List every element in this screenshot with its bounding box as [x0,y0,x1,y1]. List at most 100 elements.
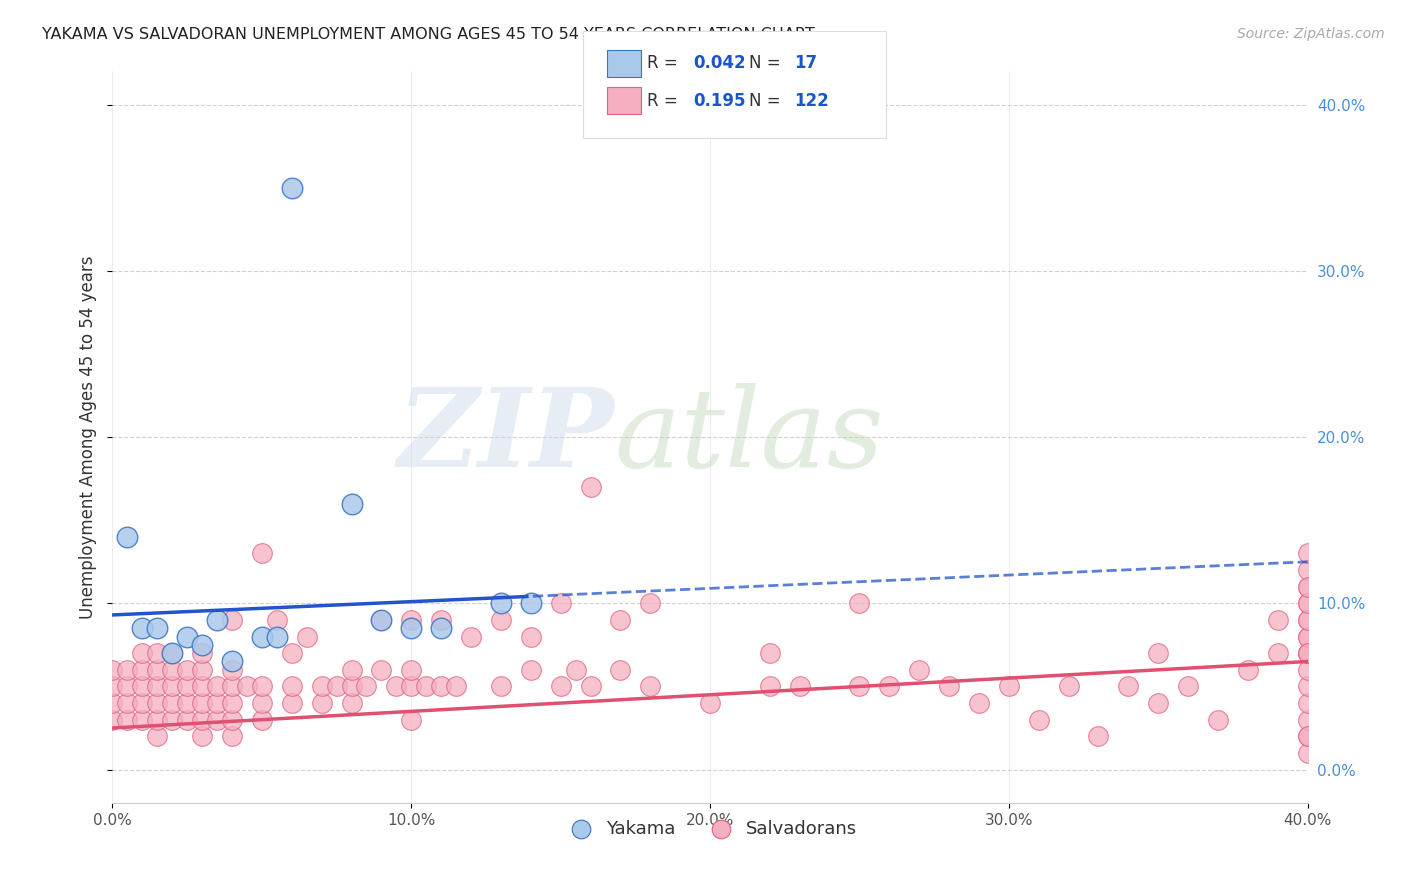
Point [1057,680,1080,694]
Point [117,713,139,727]
Point [117,663,139,677]
Point [998,680,1021,694]
Point [162,646,183,660]
Point [176,630,198,644]
Point [162,663,183,677]
Point [131,680,153,694]
Point [1296,646,1319,660]
Point [1147,696,1170,710]
Point [550,596,572,610]
Point [1296,696,1319,710]
Point [176,663,198,677]
Point [460,630,482,644]
Point [266,613,288,627]
Point [1296,646,1319,660]
Point [176,680,198,694]
Point [1296,729,1319,743]
Point [325,680,347,694]
Point [146,713,169,727]
Point [117,696,139,710]
Point [401,663,423,677]
Point [295,630,318,644]
Point [1296,546,1319,560]
Point [162,713,183,727]
Y-axis label: Unemployment Among Ages 45 to 54 years: Unemployment Among Ages 45 to 54 years [79,255,97,619]
Point [489,680,512,694]
Point [131,696,153,710]
Point [609,613,631,627]
Point [1296,663,1319,677]
Point [1206,713,1229,727]
Point [789,680,811,694]
Point [205,696,228,710]
Text: R =: R = [647,54,683,72]
Point [430,621,453,635]
Point [162,696,183,710]
Point [266,630,288,644]
Point [340,663,363,677]
Point [1296,713,1319,727]
Point [131,646,153,660]
Point [146,696,169,710]
Point [1267,613,1289,627]
Point [221,663,243,677]
Point [1028,713,1050,727]
Point [848,596,870,610]
Point [1296,729,1319,743]
Point [340,497,363,511]
Point [250,696,273,710]
Text: atlas: atlas [614,384,884,491]
Point [1087,729,1109,743]
Point [1118,680,1140,694]
Point [250,546,273,560]
Point [1296,596,1319,610]
Point [162,646,183,660]
Point [520,663,543,677]
Text: 0.042: 0.042 [693,54,745,72]
Point [146,663,169,677]
Point [221,655,243,669]
Point [311,696,333,710]
Point [879,680,901,694]
Text: YAKAMA VS SALVADORAN UNEMPLOYMENT AMONG AGES 45 TO 54 YEARS CORRELATION CHART: YAKAMA VS SALVADORAN UNEMPLOYMENT AMONG … [42,27,815,42]
Point [1296,746,1319,760]
Point [146,646,169,660]
Text: 17: 17 [794,54,817,72]
Point [131,621,153,635]
Point [415,680,437,694]
Point [1296,630,1319,644]
Text: N =: N = [749,92,786,110]
Point [250,713,273,727]
Legend: Yakama, Salvadorans: Yakama, Salvadorans [555,813,865,845]
Point [250,680,273,694]
Point [640,596,662,610]
Point [609,663,631,677]
Point [401,680,423,694]
Point [340,696,363,710]
Point [131,713,153,727]
Point [699,696,721,710]
Point [101,696,124,710]
Point [101,663,124,677]
Point [430,613,453,627]
Point [250,630,273,644]
Point [489,596,512,610]
Point [401,713,423,727]
Point [1296,580,1319,594]
Text: Source: ZipAtlas.com: Source: ZipAtlas.com [1237,27,1385,41]
Point [967,696,990,710]
Point [640,680,662,694]
Point [101,680,124,694]
Point [444,680,467,694]
Point [1296,680,1319,694]
Point [759,680,782,694]
Point [146,680,169,694]
Point [236,680,259,694]
Point [221,680,243,694]
Point [938,680,960,694]
Point [191,663,214,677]
Point [176,713,198,727]
Point [356,680,378,694]
Point [1237,663,1260,677]
Text: 122: 122 [794,92,830,110]
